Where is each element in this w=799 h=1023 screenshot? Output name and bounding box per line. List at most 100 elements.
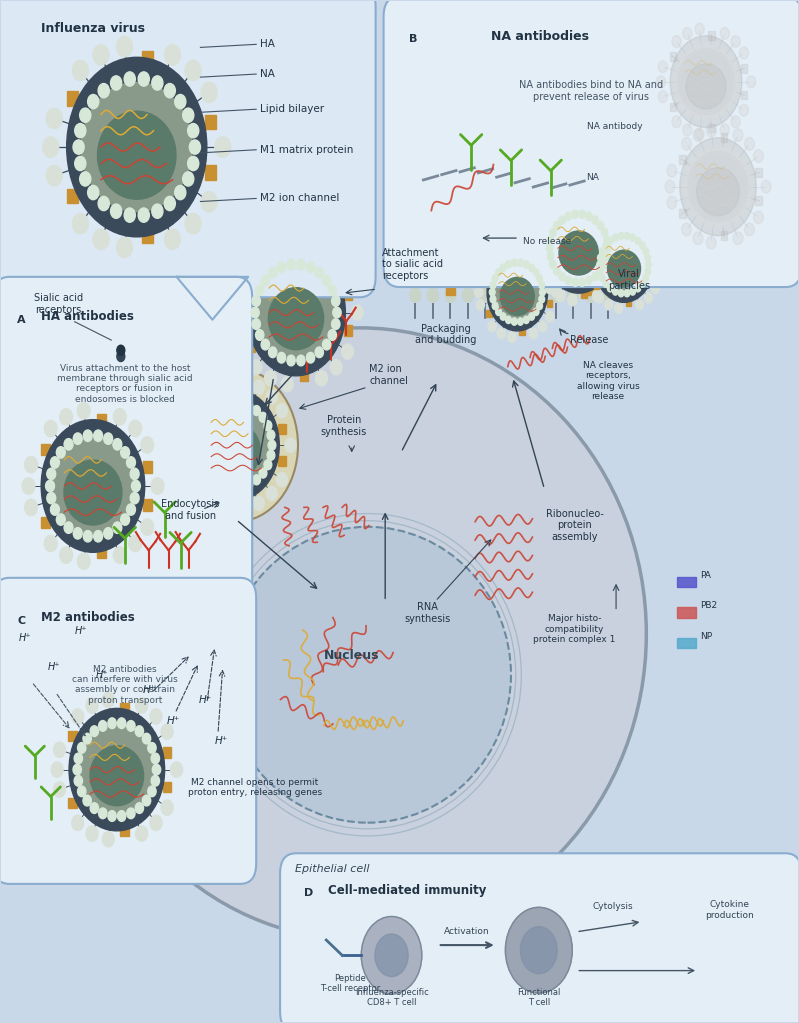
Circle shape	[93, 229, 109, 250]
Circle shape	[151, 775, 160, 786]
Circle shape	[515, 288, 526, 303]
Circle shape	[74, 775, 82, 786]
Circle shape	[117, 810, 125, 821]
Circle shape	[533, 308, 539, 315]
Circle shape	[500, 313, 506, 320]
Circle shape	[93, 430, 102, 442]
Circle shape	[195, 486, 206, 500]
Circle shape	[656, 76, 666, 88]
Circle shape	[80, 108, 91, 123]
Circle shape	[152, 204, 163, 218]
Circle shape	[753, 149, 763, 163]
Circle shape	[83, 733, 91, 744]
Text: Attachment
to sialic acid
receptors: Attachment to sialic acid receptors	[382, 248, 443, 281]
Circle shape	[185, 60, 201, 81]
Circle shape	[60, 547, 73, 564]
Text: B: B	[409, 34, 417, 44]
Circle shape	[506, 316, 511, 323]
Circle shape	[98, 84, 109, 98]
Bar	[581, 290, 587, 298]
Circle shape	[706, 236, 716, 250]
Circle shape	[141, 584, 216, 680]
Circle shape	[624, 232, 630, 239]
Circle shape	[565, 276, 571, 284]
Bar	[679, 155, 686, 165]
Ellipse shape	[225, 527, 511, 822]
Circle shape	[635, 300, 643, 310]
Circle shape	[209, 380, 220, 394]
Bar	[97, 546, 105, 558]
Ellipse shape	[678, 49, 734, 115]
Circle shape	[316, 239, 328, 255]
Circle shape	[498, 288, 509, 303]
Circle shape	[266, 486, 277, 500]
Bar	[626, 223, 631, 230]
Circle shape	[699, 43, 706, 51]
Circle shape	[296, 259, 305, 270]
Circle shape	[682, 137, 691, 150]
Circle shape	[183, 172, 194, 186]
Circle shape	[165, 84, 175, 98]
Circle shape	[252, 475, 260, 485]
Circle shape	[529, 264, 535, 271]
Text: H⁺: H⁺	[215, 737, 228, 746]
Bar	[581, 198, 587, 208]
Circle shape	[645, 226, 653, 236]
Bar	[300, 244, 308, 255]
Circle shape	[718, 145, 725, 154]
Circle shape	[165, 196, 175, 211]
Circle shape	[287, 259, 296, 270]
Circle shape	[507, 331, 516, 343]
Circle shape	[682, 28, 692, 39]
Circle shape	[539, 288, 546, 296]
Text: D: D	[304, 888, 313, 898]
Circle shape	[725, 217, 733, 226]
Circle shape	[213, 656, 223, 668]
Ellipse shape	[149, 597, 208, 666]
Circle shape	[537, 275, 543, 282]
Circle shape	[223, 374, 234, 389]
Text: Protein
synthesis: Protein synthesis	[320, 415, 367, 437]
Circle shape	[64, 522, 73, 533]
Circle shape	[306, 262, 315, 273]
Circle shape	[568, 190, 577, 203]
Circle shape	[66, 57, 207, 237]
Circle shape	[129, 535, 141, 551]
Text: Nucleus: Nucleus	[324, 650, 380, 663]
Circle shape	[256, 329, 264, 341]
Text: Functional
T cell: Functional T cell	[517, 988, 561, 1008]
Text: Sialic acid
receptors: Sialic acid receptors	[34, 293, 83, 314]
Circle shape	[250, 251, 262, 266]
Ellipse shape	[559, 231, 598, 275]
Circle shape	[237, 398, 244, 408]
Circle shape	[193, 658, 199, 666]
Bar	[547, 277, 552, 284]
Circle shape	[706, 124, 716, 137]
Circle shape	[598, 268, 603, 275]
Circle shape	[686, 199, 694, 209]
Circle shape	[539, 321, 547, 331]
Circle shape	[93, 531, 102, 542]
Circle shape	[729, 61, 736, 70]
Circle shape	[117, 718, 125, 728]
Bar	[653, 272, 658, 279]
Circle shape	[476, 274, 484, 284]
Circle shape	[592, 290, 602, 302]
Circle shape	[25, 499, 38, 516]
Circle shape	[197, 440, 205, 450]
Circle shape	[565, 212, 571, 220]
Circle shape	[572, 278, 578, 286]
Circle shape	[153, 575, 164, 587]
Circle shape	[725, 101, 732, 109]
Ellipse shape	[90, 746, 144, 806]
Circle shape	[193, 676, 203, 688]
Circle shape	[110, 204, 121, 218]
Circle shape	[547, 236, 554, 244]
Circle shape	[733, 129, 743, 141]
Circle shape	[209, 496, 220, 510]
Circle shape	[165, 45, 181, 65]
Circle shape	[90, 803, 98, 813]
Circle shape	[245, 401, 252, 411]
Circle shape	[138, 72, 149, 86]
Ellipse shape	[73, 327, 646, 940]
